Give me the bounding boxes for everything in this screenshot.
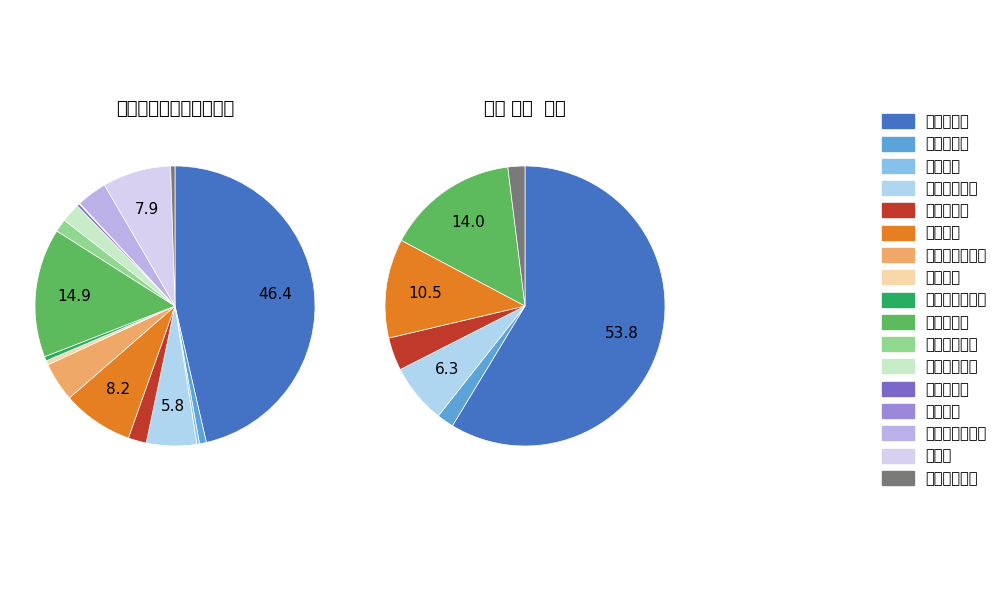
Wedge shape: [146, 306, 197, 446]
Text: 7.9: 7.9: [135, 202, 159, 217]
Legend: ストレート, ツーシーム, シュート, カットボール, スプリット, フォーク, チェンジアップ, シンカー, 高速スライダー, スライダー, 縦スライダー, : ストレート, ツーシーム, シュート, カットボール, スプリット, フォーク,…: [876, 109, 993, 491]
Wedge shape: [69, 306, 175, 438]
Title: パ・リーグ全プレイヤー: パ・リーグ全プレイヤー: [116, 100, 234, 118]
Wedge shape: [45, 306, 175, 361]
Text: 6.3: 6.3: [435, 362, 459, 377]
Wedge shape: [128, 306, 175, 443]
Wedge shape: [385, 241, 525, 338]
Wedge shape: [57, 220, 175, 306]
Wedge shape: [35, 231, 175, 357]
Wedge shape: [400, 306, 525, 416]
Wedge shape: [104, 166, 175, 306]
Wedge shape: [508, 166, 525, 306]
Wedge shape: [175, 306, 206, 444]
Wedge shape: [175, 166, 315, 442]
Wedge shape: [80, 185, 175, 306]
Wedge shape: [46, 306, 175, 365]
Wedge shape: [171, 166, 175, 306]
Text: 14.9: 14.9: [58, 289, 92, 304]
Wedge shape: [64, 206, 175, 306]
Wedge shape: [401, 167, 525, 306]
Wedge shape: [438, 306, 525, 426]
Text: 5.8: 5.8: [160, 399, 185, 414]
Wedge shape: [48, 306, 175, 398]
Wedge shape: [452, 166, 665, 446]
Text: 10.5: 10.5: [408, 286, 442, 301]
Wedge shape: [79, 203, 175, 306]
Wedge shape: [389, 306, 525, 370]
Text: 8.2: 8.2: [106, 382, 130, 397]
Text: 53.8: 53.8: [605, 326, 639, 341]
Wedge shape: [77, 204, 175, 306]
Title: 茶谷 健太  選手: 茶谷 健太 選手: [484, 100, 566, 118]
Wedge shape: [175, 306, 200, 444]
Text: 46.4: 46.4: [258, 287, 292, 302]
Text: 14.0: 14.0: [451, 215, 485, 230]
